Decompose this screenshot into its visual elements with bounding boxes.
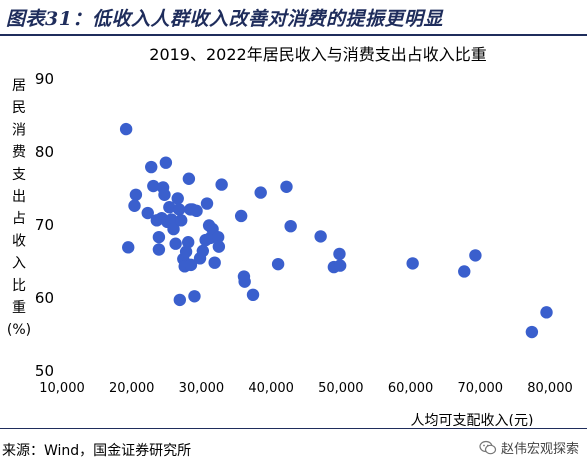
x-tick-label: 30,000 <box>179 381 225 396</box>
x-axis-label: 人均可支配收入(元) <box>411 413 534 426</box>
scatter-point <box>163 201 176 214</box>
scatter-point <box>540 306 553 319</box>
y-axis-label-char: 居 <box>12 78 26 94</box>
scatter-point <box>145 160 158 174</box>
scatter-point <box>238 275 251 288</box>
figure-title: 图表31：低收入人群收入改善对消费的提振更明显 <box>6 8 443 30</box>
wechat-icon <box>479 440 497 454</box>
scatter-point <box>280 180 293 193</box>
x-tick-label: 80,000 <box>527 381 573 396</box>
scatter-point <box>211 230 225 244</box>
y-axis-label-char: 民 <box>12 100 26 116</box>
scatter-point <box>147 179 160 193</box>
scatter-point <box>119 122 133 136</box>
y-tick-label: 70 <box>35 216 54 234</box>
scatter-point <box>314 230 327 243</box>
y-axis-label-char: 费 <box>12 145 26 161</box>
y-tick-label: 50 <box>35 362 54 380</box>
brand-tag: 赵伟宏观探索 <box>479 438 579 457</box>
scatter-point <box>152 243 166 256</box>
scatter-point <box>190 204 203 218</box>
data-points <box>119 122 553 339</box>
scatter-point <box>234 209 248 223</box>
scatter-point <box>200 197 214 210</box>
scatter-point <box>458 265 471 278</box>
scatter-point <box>333 247 346 261</box>
scatter-point <box>141 206 154 220</box>
y-axis-label-char: 出 <box>12 189 26 205</box>
chart-title: 2019、2022年居民收入与消费支出占收入比重 <box>149 45 486 64</box>
x-axis-ticks: 10,000 20,000 30,000 40,000 50,000 60,000 70,0… <box>39 381 573 396</box>
scatter-point <box>152 230 166 244</box>
scatter-point <box>169 237 182 250</box>
source-note: 来源：Wind，国金证券研究所 <box>2 443 192 459</box>
scatter-point <box>208 256 221 269</box>
x-tick-label: 20,000 <box>109 381 155 396</box>
x-tick-label: 10,000 <box>39 381 85 396</box>
scatter-point <box>284 219 297 233</box>
y-axis-label-char: 消 <box>12 122 26 138</box>
scatter-point <box>469 249 482 262</box>
scatter-point <box>167 222 180 236</box>
scatter-point <box>196 244 210 258</box>
scatter-point <box>525 325 539 339</box>
scatter-point <box>158 188 171 201</box>
scatter-point <box>246 288 260 302</box>
scatter-point <box>173 293 187 307</box>
scatter-point <box>215 178 228 191</box>
scatter-point <box>333 259 347 272</box>
y-axis-label-char: 收 <box>12 233 26 249</box>
scatter-point <box>175 214 188 227</box>
scatter-point <box>179 245 193 258</box>
scatter-point <box>159 156 173 169</box>
scatter-point <box>165 213 178 226</box>
scatter-point <box>172 203 186 216</box>
scatter-chart: 2019、2022年居民收入与消费支出占收入比重 居民消费支出占收入比重(%) … <box>7 45 573 426</box>
y-tick-label: 60 <box>35 289 54 307</box>
x-tick-label: 50,000 <box>318 381 364 396</box>
x-tick-label: 60,000 <box>388 381 434 396</box>
scatter-point <box>128 199 141 212</box>
scatter-point <box>122 241 135 254</box>
scatter-point <box>271 257 285 271</box>
y-axis-label-char: 入 <box>12 256 26 272</box>
y-axis-label-char: 占 <box>12 211 26 227</box>
y-axis-label-char: 支 <box>12 167 26 183</box>
x-tick-label: 70,000 <box>458 381 504 396</box>
y-axis-label-char: (%) <box>7 322 31 338</box>
scatter-point <box>406 257 419 270</box>
scatter-point <box>181 236 195 249</box>
scatter-point <box>129 188 143 201</box>
scatter-point <box>212 240 226 253</box>
scatter-point <box>184 258 198 272</box>
y-axis-label-char: 比 <box>12 278 26 294</box>
top-rule <box>0 34 587 36</box>
bottom-rule <box>0 428 587 429</box>
y-tick-label: 90 <box>35 70 54 88</box>
y-axis-ticks: 50 60 70 80 90 <box>35 70 54 380</box>
x-tick-label: 40,000 <box>248 381 294 396</box>
scatter-point <box>182 172 196 185</box>
scatter-point <box>254 186 267 199</box>
scatter-point <box>171 192 184 205</box>
scatter-point <box>188 290 201 303</box>
y-axis-label-char: 重 <box>12 300 26 316</box>
brand-name: 赵伟宏观探索 <box>500 442 579 457</box>
y-tick-label: 80 <box>35 143 54 161</box>
